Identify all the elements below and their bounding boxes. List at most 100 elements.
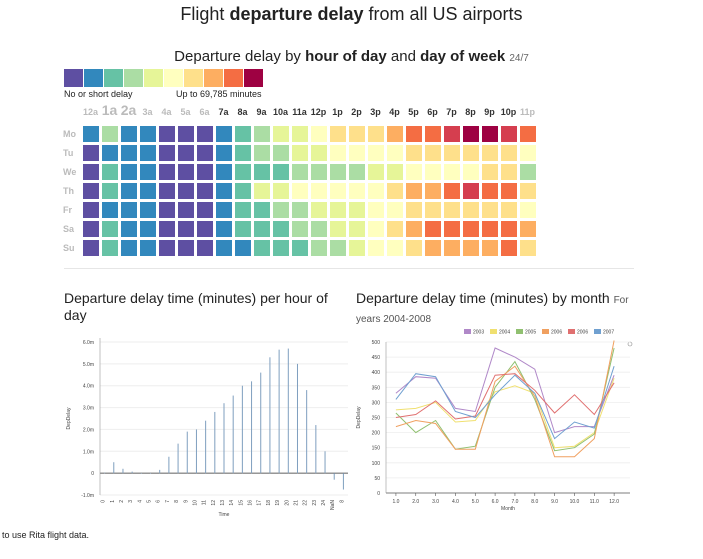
heatmap-cell [349, 183, 365, 199]
heatmap-cell [102, 221, 118, 237]
bar [140, 473, 142, 474]
heatmap-cell [368, 164, 384, 180]
heatmap-cell [482, 221, 498, 237]
y-tick-label: 200 [372, 431, 381, 437]
heatmap-cell [121, 221, 137, 237]
hour-label: 10p [500, 107, 517, 117]
bar [269, 357, 271, 474]
heatmap-cell [216, 240, 232, 256]
hour-label: 1a [101, 102, 118, 118]
heatmap-cell [102, 126, 118, 142]
legend-swatch [204, 69, 223, 87]
heatmap-cell [444, 164, 460, 180]
x-tick-label: 1 [110, 500, 116, 503]
heatmap-cell [349, 202, 365, 218]
x-tick-label: 4 [137, 500, 143, 503]
y-tick-label: 300 [372, 400, 381, 406]
heatmap-cell [140, 221, 156, 237]
heatmap-cell [482, 164, 498, 180]
hour-label: 4a [161, 107, 172, 117]
bar [315, 425, 317, 474]
hour-label: 9p [484, 107, 495, 117]
y-tick-label: 0 [91, 471, 94, 477]
heatmap-cell [311, 126, 327, 142]
heatmap-cell [368, 183, 384, 199]
heatmap-cell [235, 164, 251, 180]
day-label: We [63, 167, 77, 177]
legend-swatch [184, 69, 203, 87]
heatmap-cell [425, 145, 441, 161]
heatmap-cell [330, 183, 346, 199]
heatmap-cell [387, 202, 403, 218]
heatmap-cell [368, 240, 384, 256]
heatmap-cell [330, 145, 346, 161]
heatmap-cell [520, 221, 536, 237]
heatmap-cell [425, 183, 441, 199]
heatmap-cell [273, 240, 289, 256]
heatmap-cell [102, 164, 118, 180]
x-tick-label: 11.0 [590, 499, 600, 505]
heatmap-cell [387, 126, 403, 142]
legend-label: 2006 [577, 330, 588, 336]
heatmap-cell [83, 126, 99, 142]
heatmap-cell [83, 240, 99, 256]
heatmap-cell [178, 145, 194, 161]
x-axis-label: Time [219, 512, 230, 518]
heatmap-cell [368, 202, 384, 218]
y-tick-label: 5.0m [83, 362, 94, 368]
heatmap-cell [121, 145, 137, 161]
legend-color [568, 329, 575, 334]
heatmap-cell [406, 221, 422, 237]
heatmap-cell [140, 240, 156, 256]
bar [296, 363, 298, 474]
heatmap-cell [444, 183, 460, 199]
y-tick-label: 4.0m [83, 384, 94, 390]
y-axis-label: DepDelay [66, 407, 72, 429]
heatmap-cell [349, 240, 365, 256]
heatmap-cell [330, 240, 346, 256]
heatmap-cell [330, 126, 346, 142]
x-tick-label: 7.0 [511, 499, 518, 505]
hour-label: 10a [272, 107, 289, 117]
x-tick-label: 2 [119, 500, 125, 503]
hour-label: 7p [446, 107, 457, 117]
heatmap-cell [216, 145, 232, 161]
heatmap-cell [463, 126, 479, 142]
legend-label: 2007 [603, 330, 614, 336]
y-tick-label: 500 [372, 340, 381, 346]
heatmap-cell [178, 183, 194, 199]
bar [177, 443, 179, 474]
heatmap-cell [292, 202, 308, 218]
legend-swatch [224, 69, 243, 87]
legend-swatch [64, 69, 83, 87]
legend-low-label: No or short delay [64, 89, 133, 99]
heatmap-cell [121, 126, 137, 142]
bar [159, 469, 161, 474]
heatmap-cell [292, 126, 308, 142]
monthly-chart-subtitle: For years 2004-2008 [356, 295, 629, 325]
bar [122, 468, 124, 474]
heatmap-cell [121, 240, 137, 256]
y-tick-label: 250 [372, 416, 381, 422]
legend-swatch [144, 69, 163, 87]
hour-label: 2p [351, 107, 362, 117]
heatmap-cell [520, 126, 536, 142]
heatmap-cell [425, 126, 441, 142]
bar [232, 395, 234, 474]
heatmap-cell [425, 202, 441, 218]
hour-label: 8p [465, 107, 476, 117]
hour-label: 6p [427, 107, 438, 117]
heatmap-cell [501, 240, 517, 256]
series-line [395, 378, 615, 449]
heatmap-cell [406, 164, 422, 180]
heatmap-cell [83, 183, 99, 199]
heatmap-cell [178, 126, 194, 142]
heatmap-cell [311, 202, 327, 218]
day-label: Fr [63, 205, 72, 215]
heatmap-cell [406, 183, 422, 199]
heatmap-cell [159, 240, 175, 256]
series-line [395, 347, 615, 452]
x-tick-label: NaN [330, 500, 336, 510]
heatmap-cell [254, 164, 270, 180]
reset-icon [627, 341, 633, 347]
